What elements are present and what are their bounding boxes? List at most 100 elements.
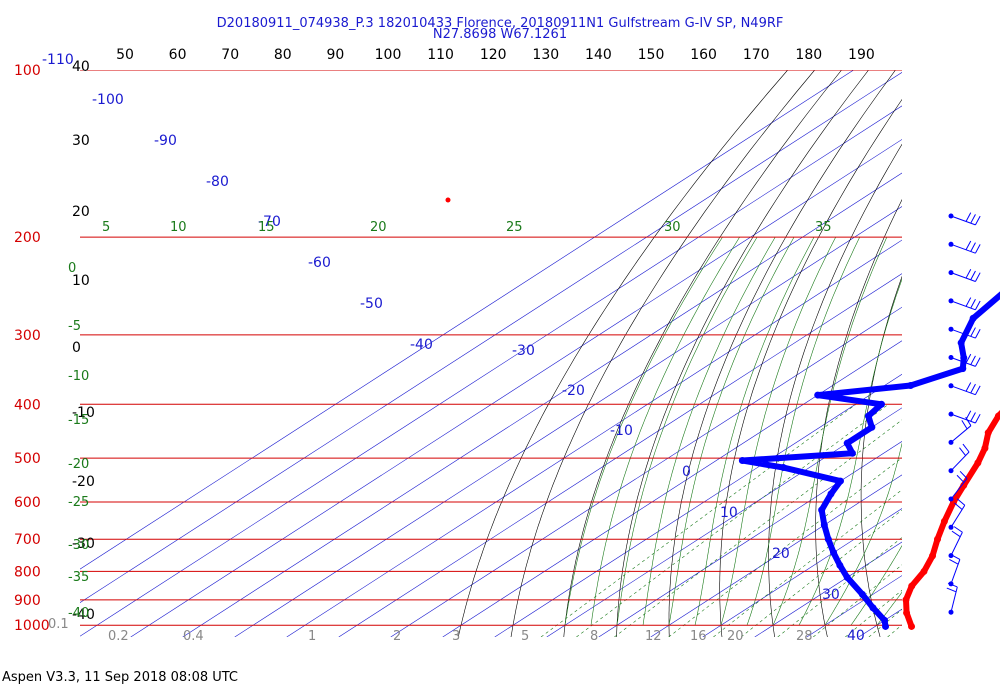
height-tick-label: 10 xyxy=(72,273,90,289)
isotherm-label: -40 xyxy=(410,337,433,353)
moist-adiabat-line xyxy=(955,237,1000,625)
wind-barb-shaft xyxy=(950,559,961,585)
wind-barb-flag xyxy=(965,325,972,335)
isotherm-label: -10 xyxy=(610,423,633,439)
temperature-point xyxy=(981,444,989,452)
dry-adiabat-line xyxy=(668,70,896,637)
moist-adiabat-label: -10 xyxy=(68,369,89,384)
pressure-tick-label: 900 xyxy=(14,593,41,609)
wind-barb-shaft xyxy=(950,215,976,226)
dewpoint-point xyxy=(808,453,814,459)
moist-adiabat-label: 30 xyxy=(664,220,681,235)
plot-area xyxy=(80,70,1000,637)
isotherm-label: -70 xyxy=(258,214,281,230)
isotherm-label: 30 xyxy=(822,587,840,603)
mixing-ratio-label: 2 xyxy=(393,629,401,644)
dewpoint-point xyxy=(823,475,829,480)
temperature-point xyxy=(994,412,1000,420)
wind-barb-flag xyxy=(974,244,981,254)
wind-barb-shaft xyxy=(950,532,963,556)
moist-adiabat-label: -20 xyxy=(68,457,89,472)
wind-barb-flag xyxy=(959,447,966,456)
wind-barb-flag xyxy=(970,327,976,337)
wind-barb-flag xyxy=(959,470,968,479)
dewpoint-point xyxy=(877,400,885,408)
wind-barb-shaft xyxy=(950,586,958,613)
moist-adiabat-label: 10 xyxy=(170,220,187,235)
pressure-tick-label: 200 xyxy=(14,230,41,246)
dewpoint-point xyxy=(843,573,851,581)
dewpoint-point xyxy=(885,385,890,391)
mixing-ratio-line xyxy=(576,404,889,637)
temperature-f-tick-label: 110 xyxy=(427,47,454,63)
mixing-ratio-label: 0.1 xyxy=(48,617,69,632)
dewpoint-point xyxy=(881,616,889,624)
pressure-tick-label: 800 xyxy=(14,564,41,580)
wind-barb-shaft xyxy=(950,478,968,500)
moist-adiabat-line xyxy=(824,442,902,626)
isotherm-label: -110 xyxy=(42,52,74,68)
isotherm-label: 0 xyxy=(682,464,691,480)
dewpoint-point xyxy=(788,467,793,472)
height-tick-label: -30 xyxy=(72,536,95,552)
pressure-tick-label: 100 xyxy=(14,63,41,79)
dry-adiabat-line xyxy=(616,70,869,637)
moist-adiabat-label: -35 xyxy=(68,570,89,585)
dewpoint-point xyxy=(767,456,773,461)
isotherm-label: -20 xyxy=(562,383,585,399)
dewpoint-point xyxy=(850,389,855,394)
dewpoint-point xyxy=(907,381,915,389)
dewpoint-point xyxy=(969,314,977,322)
dewpoint-point xyxy=(868,423,876,431)
dry-adiabat-line xyxy=(458,70,788,637)
temperature-point xyxy=(908,622,916,630)
chart-title: D20180911_074938_P.3 182010433 Florence,… xyxy=(216,16,784,31)
isotherm-line xyxy=(442,340,902,637)
temperature-point xyxy=(934,535,942,543)
isotherm-line xyxy=(858,608,902,637)
dry-adiabat-line xyxy=(510,70,815,637)
wind-barb-flag xyxy=(974,329,981,339)
isotherm-label: 40 xyxy=(847,628,865,644)
isotherm-line xyxy=(182,172,902,637)
height-tick-label: -20 xyxy=(72,474,95,490)
dry-adiabat-line xyxy=(860,275,902,637)
moist-adiabat-line xyxy=(668,236,795,626)
mixing-ratio-line xyxy=(614,419,902,637)
dewpoint-point xyxy=(779,464,787,472)
dewpoint-point xyxy=(753,457,759,462)
temperature-f-tick-label: 50 xyxy=(116,47,134,63)
moist-adiabat-line xyxy=(720,236,836,626)
isotherm-line xyxy=(80,70,854,570)
wind-barb-flag xyxy=(974,300,981,311)
wind-barb-shaft xyxy=(950,413,976,424)
wind-barb-flag xyxy=(950,554,961,560)
wind-barb-shaft xyxy=(950,357,976,367)
pressure-tick-label: 1000 xyxy=(14,618,50,634)
height-tick-label: 20 xyxy=(72,204,90,220)
wind-barb-flag xyxy=(965,416,972,426)
dewpoint-point xyxy=(843,439,851,447)
moist-adiabat-label: 20 xyxy=(370,220,387,235)
pressure-tick-label: 600 xyxy=(14,495,41,511)
wind-barb-shaft xyxy=(950,425,972,443)
dewpoint-point xyxy=(869,604,877,612)
dewpoint-point xyxy=(809,472,814,477)
mixing-ratio-line xyxy=(740,509,902,637)
temperature-f-tick-label: 70 xyxy=(221,47,239,63)
wind-barb-flag xyxy=(951,530,961,538)
temperature-point xyxy=(929,552,937,560)
isotherm-line xyxy=(598,441,902,637)
dewpoint-point xyxy=(957,339,965,347)
isotherm-line xyxy=(338,273,902,637)
dewpoint-point xyxy=(781,455,786,460)
footer-version-timestamp: Aspen V3.3, 11 Sep 2018 08:08 UTC xyxy=(2,670,239,685)
wind-barb-flag xyxy=(946,587,957,593)
dry-adiabat-line xyxy=(719,98,902,637)
wind-barb-flag xyxy=(965,212,972,222)
dewpoint-point xyxy=(861,388,867,393)
temperature-point xyxy=(445,197,451,203)
isotherm-line xyxy=(702,508,902,637)
temperature-point xyxy=(974,459,982,467)
